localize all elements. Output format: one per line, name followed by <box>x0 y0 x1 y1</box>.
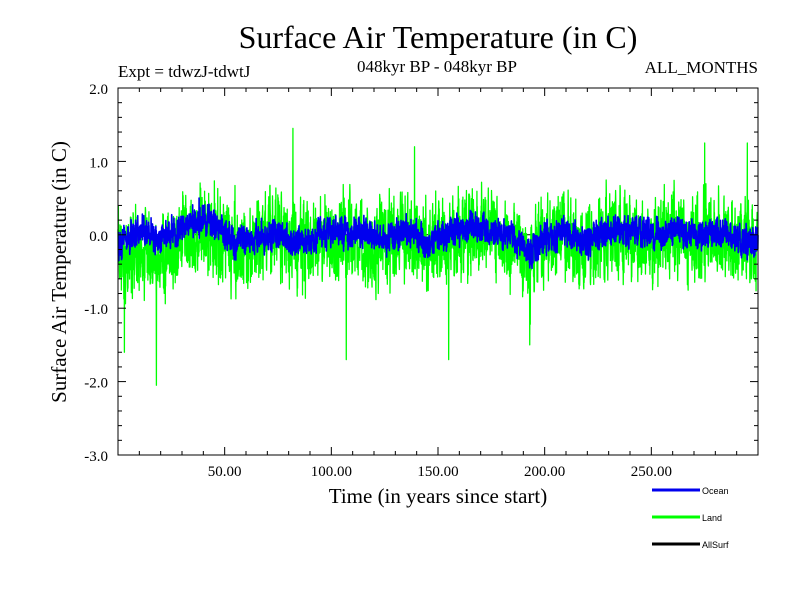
y-tick-label: -3.0 <box>84 449 108 465</box>
legend-label-allsurf: AllSurf <box>702 540 729 550</box>
series-land-line <box>117 127 759 386</box>
x-tick-label: 200.00 <box>524 464 565 480</box>
axes: -3.0 -2.0 -1.0 0.0 1.0 2.0 50.00 100.00 150.00 20… <box>84 82 759 480</box>
chart-title: Surface Air Temperature (in C) <box>239 19 638 55</box>
legend: Ocean Land AllSurf <box>652 486 729 550</box>
legend-label-ocean: Ocean <box>702 486 729 496</box>
series-ocean-line <box>117 197 759 270</box>
y-tick-label: -1.0 <box>84 302 108 318</box>
x-axis-label: Time (in years since start) <box>329 484 548 508</box>
period-label: 048kyr BP - 048kyr BP <box>357 57 517 76</box>
y-tick-label: 0.0 <box>89 229 108 245</box>
x-tick-label: 250.00 <box>631 464 672 480</box>
x-tick-label: 50.00 <box>208 464 242 480</box>
y-tick-label: 1.0 <box>89 155 108 171</box>
y-tick-label: -2.0 <box>84 376 108 392</box>
experiment-label: Expt = tdwzJ-tdwtJ <box>118 62 251 81</box>
y-axis-label: Surface Air Temperature (in C) <box>47 141 71 403</box>
months-label: ALL_MONTHS <box>645 58 758 77</box>
plot-area <box>117 127 759 386</box>
legend-label-land: Land <box>702 513 722 523</box>
y-tick-label: 2.0 <box>89 82 108 98</box>
x-tick-label: 150.00 <box>417 464 458 480</box>
x-tick-label: 100.00 <box>311 464 352 480</box>
